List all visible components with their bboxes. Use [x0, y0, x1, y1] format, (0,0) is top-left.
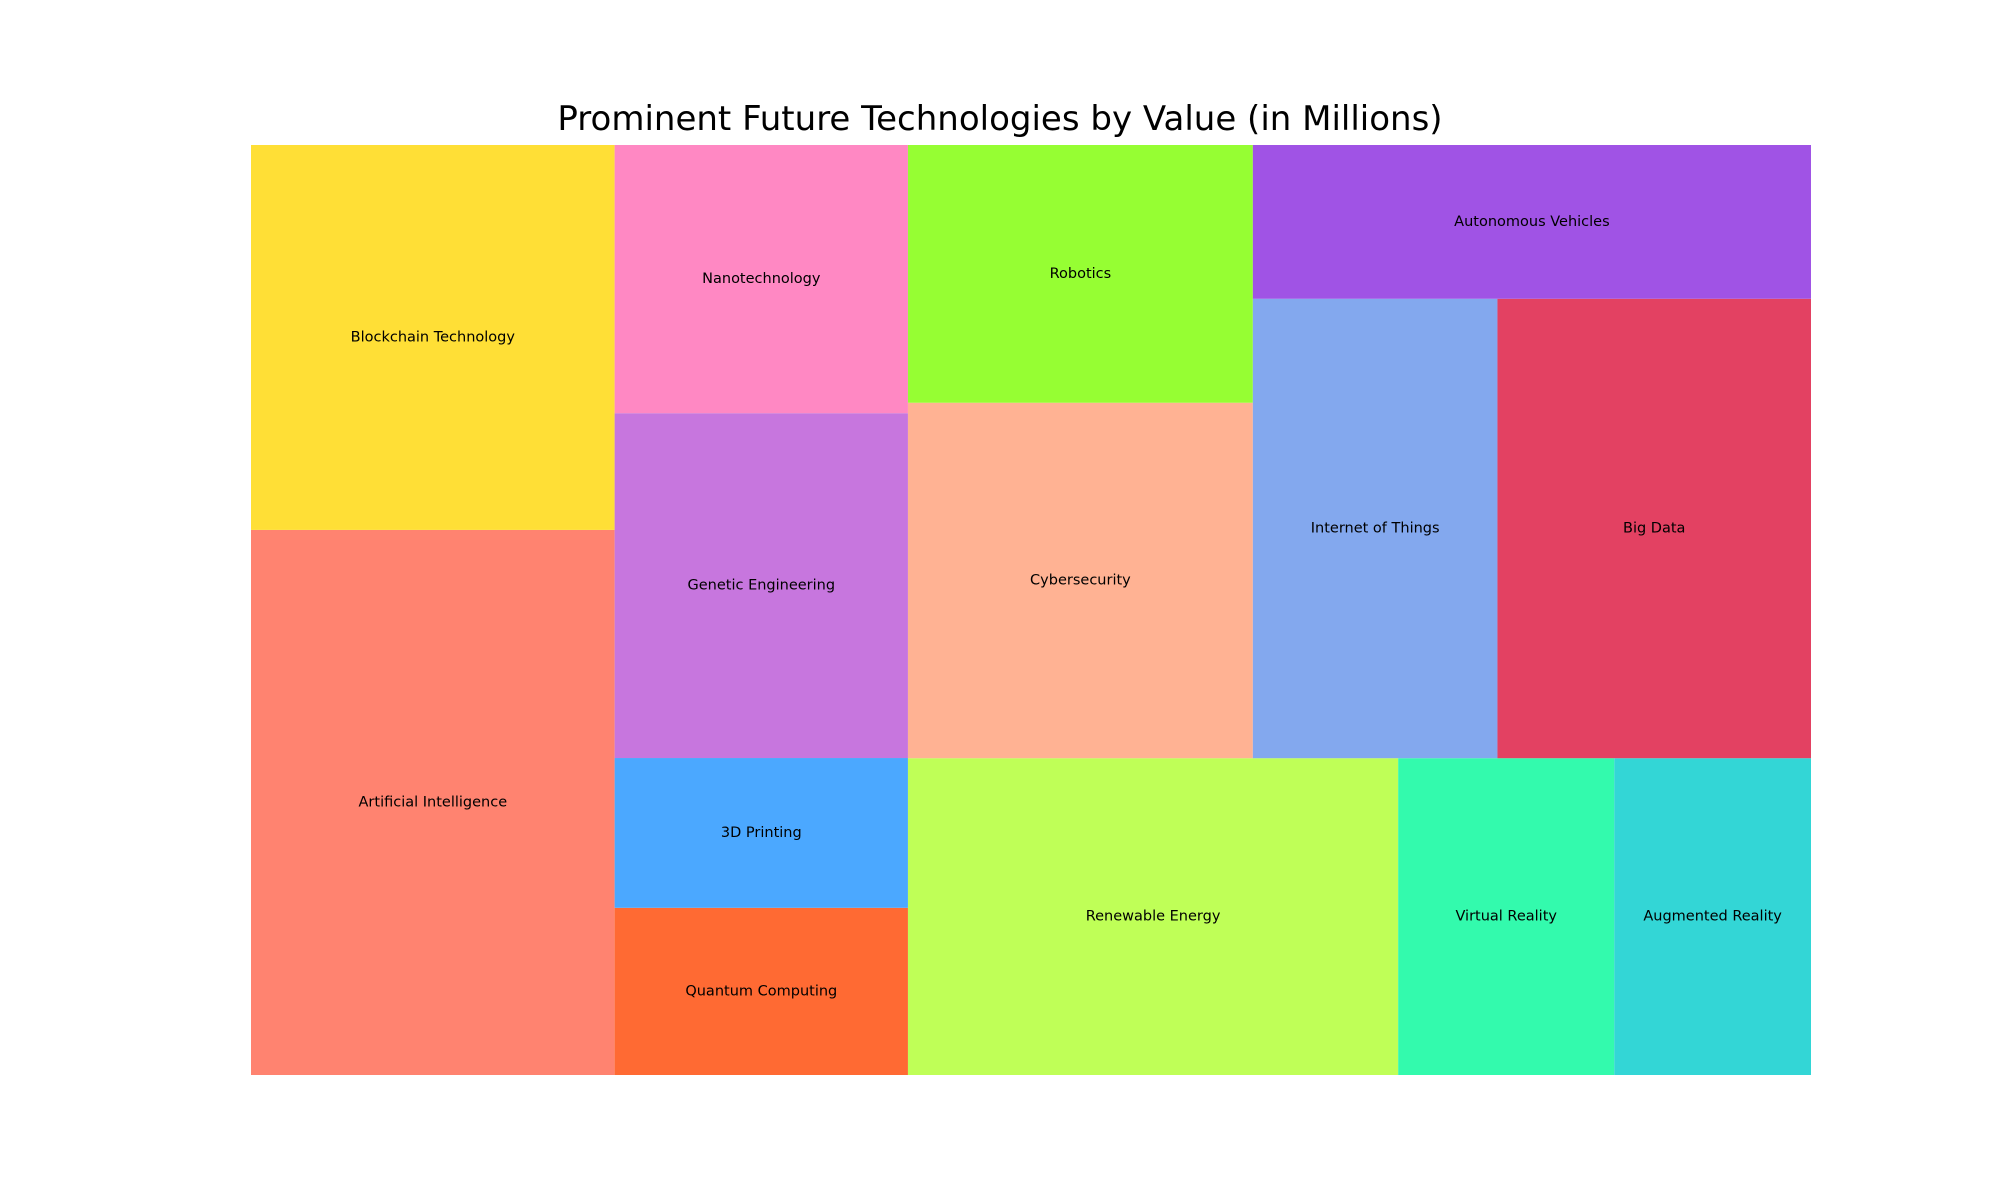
treemap-label: 3D Printing: [721, 825, 802, 841]
treemap-cell-virtual-reality: Virtual Reality: [1398, 758, 1615, 1075]
treemap-rect: [1398, 758, 1615, 1075]
treemap-rect: [614, 413, 908, 759]
treemap-cell-augmented-reality: Augmented Reality: [1614, 758, 1811, 1075]
treemap-label: Robotics: [1050, 266, 1112, 282]
treemap-rect: [614, 907, 908, 1075]
treemap-cell-genetic-engineering: Genetic Engineering: [614, 413, 908, 759]
treemap-rect: [1252, 298, 1498, 759]
treemap-rect: [614, 145, 908, 414]
treemap-rect: [614, 758, 908, 908]
treemap-rect: [907, 402, 1253, 759]
treemap-label: Big Data: [1623, 520, 1685, 536]
treemap-label: Cybersecurity: [1030, 572, 1131, 588]
treemap-label: Autonomous Vehicles: [1454, 214, 1610, 230]
treemap-cell-internet-of-things: Internet of Things: [1252, 298, 1498, 759]
chart-title: Prominent Future Technologies by Value (…: [557, 99, 1443, 139]
treemap-label: Genetic Engineering: [688, 578, 836, 594]
treemap-label: Renewable Energy: [1086, 909, 1221, 925]
treemap-label: Artificial Intelligence: [359, 794, 508, 810]
treemap-cell-robotics: Robotics: [907, 145, 1253, 403]
treemap-cell-blockchain-technology: Blockchain Technology: [251, 145, 615, 530]
treemap-label: Blockchain Technology: [351, 329, 516, 345]
treemap-rect: [907, 145, 1253, 403]
treemap-cell-3d-printing: 3D Printing: [614, 758, 908, 908]
treemap-cell-renewable-energy: Renewable Energy: [907, 758, 1399, 1075]
treemap-label: Virtual Reality: [1455, 909, 1557, 925]
treemap-rect: [1614, 758, 1811, 1075]
treemap-rect: [1497, 298, 1811, 759]
treemap-rect: [251, 529, 615, 1075]
treemap-cell-cybersecurity: Cybersecurity: [907, 402, 1253, 759]
treemap-cell-quantum-computing: Quantum Computing: [614, 907, 908, 1075]
treemap-label: Quantum Computing: [685, 983, 837, 999]
treemap-label: Nanotechnology: [702, 271, 821, 287]
treemap-cell-nanotechnology: Nanotechnology: [614, 145, 908, 414]
treemap-rect: [1252, 145, 1811, 299]
treemap-label: Augmented Reality: [1643, 909, 1782, 925]
treemap-rect: [907, 758, 1399, 1075]
treemap-label: Internet of Things: [1311, 520, 1440, 536]
treemap-chart: Artificial Intelligence Blockchain Techno…: [251, 145, 1811, 1075]
treemap-cell-big-data: Big Data: [1497, 298, 1811, 759]
treemap-rect: [251, 145, 615, 530]
treemap-cell-autonomous-vehicles: Autonomous Vehicles: [1252, 145, 1811, 299]
treemap-cell-artificial-intelligence: Artificial Intelligence: [251, 529, 615, 1075]
